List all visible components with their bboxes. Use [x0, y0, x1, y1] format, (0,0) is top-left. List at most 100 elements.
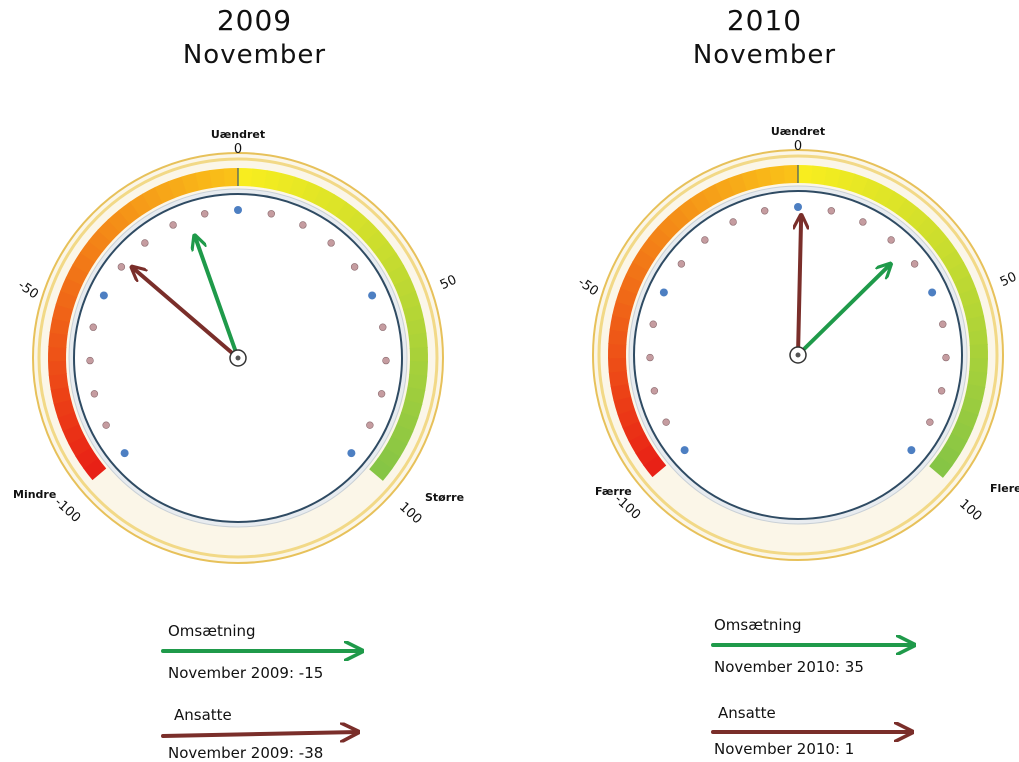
legend-arrows — [161, 0, 364, 762]
label-left: Færre — [595, 485, 632, 498]
gauge-band-segment — [57, 411, 80, 432]
gauge-band-segment — [49, 317, 70, 336]
gauge-band-segment — [404, 386, 426, 405]
gauge-band-segment — [967, 370, 988, 388]
label-right: Større — [425, 491, 464, 504]
gauge-band-segment — [617, 408, 640, 429]
gauge-band-segment — [324, 194, 347, 218]
gauge-band-segment — [861, 178, 883, 201]
gauge-panel-2010: 2010 November -100 -50 0 50 100 Uændret Færre F… — [510, 0, 1019, 762]
gauge-band-segment — [769, 165, 786, 185]
gauge-band-segment — [346, 210, 370, 234]
minor-tick-pin — [646, 353, 654, 362]
gauge-band-segment — [409, 346, 428, 363]
tick-label: 0 — [794, 139, 802, 154]
gauge-band-segment — [181, 172, 201, 194]
gauge-band-segment — [667, 206, 691, 230]
gauge-band-segment — [678, 198, 701, 222]
minor-tick-pin — [169, 221, 177, 229]
gauge-band-segment — [608, 342, 627, 359]
gauge-band-segment — [167, 176, 188, 199]
tick-label: 50 — [438, 273, 459, 294]
minor-tick-pin — [201, 210, 209, 218]
gauge-band-segment — [689, 190, 712, 214]
minor-tick-pin — [887, 236, 895, 244]
gauge-band-segment — [408, 332, 428, 349]
legend-arrow-ansatte — [161, 732, 358, 736]
legend-series-label-ansatte: Ansatte — [174, 706, 232, 724]
gauge-band-segment — [941, 249, 965, 272]
gauge-band-segment — [263, 170, 282, 191]
gauge-hub-center — [235, 355, 241, 361]
minor-tick-pin — [649, 320, 657, 328]
gauge-band-segment — [632, 248, 656, 271]
minor-tick-pin — [910, 260, 919, 268]
minor-tick-pin — [117, 263, 126, 271]
gauge-band-segment — [313, 187, 335, 211]
gauge-band-segment — [929, 455, 953, 478]
tick-label: 50 — [998, 270, 1019, 291]
minor-tick-pin — [90, 390, 99, 398]
gauge-band-segment — [969, 358, 988, 374]
gauge-band-segment — [648, 226, 672, 250]
gauge-band-segment — [107, 209, 131, 233]
gauge-band-segment — [608, 328, 628, 345]
gauge-band-segment — [335, 201, 359, 225]
gauge-band-segment — [964, 383, 986, 402]
gauge-band-segment — [356, 219, 380, 243]
gauge-band-segment — [88, 229, 112, 253]
gauge-band-segment — [608, 370, 629, 387]
minor-tick-pin — [937, 387, 946, 395]
gauge-band-segment — [958, 287, 981, 308]
gauge-band-segment — [223, 168, 239, 187]
gauge-band-segment — [53, 398, 75, 418]
major-tick-pin — [680, 446, 689, 455]
major-tick-pin — [368, 291, 377, 300]
minor-tick-pin — [650, 387, 659, 395]
gauge-hub-center — [795, 352, 801, 358]
gauge-band-segment — [48, 373, 69, 390]
legend-value-omsaetning: November 2010: 35 — [714, 658, 864, 676]
legend-series-label-omsaetning: Omsætning — [714, 616, 802, 634]
gauge-band-segment — [884, 191, 907, 215]
gauge-band-segment — [963, 301, 985, 321]
gauge-band-segment — [377, 447, 401, 470]
legend-value-ansatte: November 2009: -38 — [168, 744, 324, 762]
gauge-band-segment — [79, 240, 104, 263]
minor-tick-pin — [677, 260, 686, 268]
gauge-band-segment — [916, 216, 940, 240]
gauge-band-segment — [384, 436, 408, 458]
label-right: Flere — [990, 482, 1019, 495]
minor-tick-pin — [827, 207, 835, 215]
gauge-band-segment — [895, 198, 919, 222]
gauge-band-segment — [937, 444, 961, 467]
gauge-band-segment — [643, 454, 667, 478]
gauge-outer-ring — [597, 154, 999, 556]
gauge-band-segment — [657, 216, 681, 240]
gauge-band-segment — [873, 184, 895, 208]
minor-tick-pin — [662, 418, 670, 426]
minor-tick-pin — [377, 390, 386, 398]
gauge-band-segment — [810, 165, 828, 186]
minor-tick-pin — [141, 239, 149, 247]
gauge-band-segment — [950, 421, 974, 443]
gauge-band-segment — [798, 165, 814, 184]
major-tick-pin — [120, 449, 129, 458]
label-center: Uændret — [211, 128, 265, 141]
minor-tick-pin — [102, 421, 110, 429]
gauge-band-segment — [639, 237, 664, 260]
gauge-band-segment — [609, 314, 630, 333]
major-tick-pin — [347, 449, 356, 458]
gauge-band-segment — [407, 373, 428, 391]
gauge-band-segment — [398, 290, 421, 311]
minor-tick-pin — [382, 356, 390, 365]
gauge-band-segment — [612, 300, 634, 320]
gauge-band-segment — [613, 395, 635, 415]
minor-tick-pin — [86, 356, 94, 365]
minor-tick-pin — [350, 263, 359, 271]
chart-subtitle: November — [182, 40, 327, 70]
gauge-band-segment — [48, 331, 68, 348]
major-tick-pin — [907, 446, 916, 455]
gauge-band-segment — [635, 443, 659, 466]
